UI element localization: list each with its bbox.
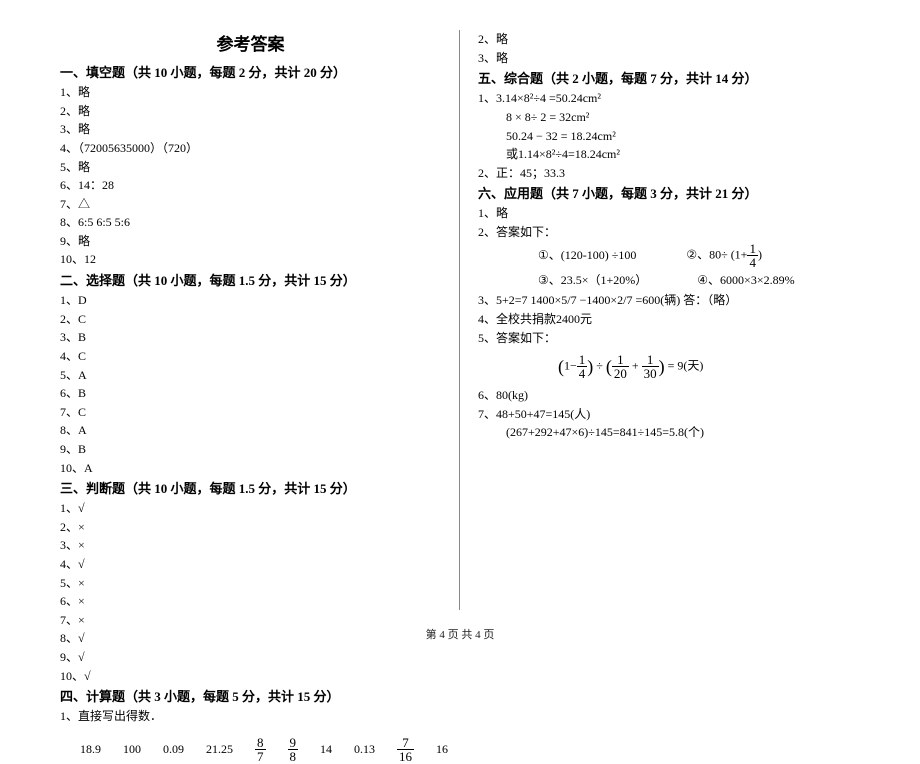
s6-i3: 3、5+2=7 1400×5/7 −1400×2/7 =600(辆) 答：（略） bbox=[478, 291, 860, 310]
page-title: 参考答案 bbox=[60, 30, 441, 55]
s4-val: 0.09 bbox=[163, 742, 184, 757]
s3-item: 9、√ bbox=[60, 648, 441, 667]
s4-val: 16 bbox=[436, 742, 448, 757]
eq-row-2: ③、23.5×（1+20%） ④、6000×3×2.89% bbox=[538, 269, 860, 292]
two-column-layout: 参考答案 一、填空题（共 10 小题，每题 2 分，共计 20 分） 1、略 2… bbox=[50, 30, 870, 610]
s4-values-row: 18.9 100 0.09 21.25 87 98 14 0.13 716 16 bbox=[60, 736, 441, 763]
s2-item: 10、A bbox=[60, 459, 441, 478]
s6-i2-lead: 2、答案如下： bbox=[478, 223, 860, 242]
s3-item: 4、√ bbox=[60, 555, 441, 574]
s3-item: 1、√ bbox=[60, 499, 441, 518]
section-2-head: 二、选择题（共 10 小题，每题 1.5 分，共计 15 分） bbox=[60, 271, 441, 291]
s6-i5-lead: 5、答案如下： bbox=[478, 329, 860, 348]
page: 参考答案 一、填空题（共 10 小题，每题 2 分，共计 20 分） 1、略 2… bbox=[0, 0, 920, 650]
section-3-head: 三、判断题（共 10 小题，每题 1.5 分，共计 15 分） bbox=[60, 479, 441, 499]
left-column: 参考答案 一、填空题（共 10 小题，每题 2 分，共计 20 分） 1、略 2… bbox=[50, 30, 460, 610]
s3-item: 3、× bbox=[60, 536, 441, 555]
s6-i7a: 7、48+50+47=145(人) bbox=[478, 405, 860, 424]
s2-item: 2、C bbox=[60, 310, 441, 329]
eq1b: ②、80÷ (1+14) bbox=[686, 242, 762, 269]
fraction: 14 bbox=[747, 242, 758, 269]
s5-item1-line: 或1.14×8²÷4=18.24cm² bbox=[478, 145, 860, 164]
eq1a: ①、(120-100) ÷100 bbox=[538, 244, 636, 267]
pre-item: 3、略 bbox=[478, 49, 860, 68]
s1-item: 2、略 bbox=[60, 102, 441, 121]
s4-lead: 1、直接写出得数． bbox=[60, 707, 441, 726]
s5-item1-lead: 1、3.14×8²÷4 =50.24cm² bbox=[478, 89, 860, 108]
s4-val-frac: 716 bbox=[397, 736, 414, 763]
s2-item: 6、B bbox=[60, 384, 441, 403]
s6-i2-equations: ①、(120-100) ÷100 ②、80÷ (1+14) ③、23.5×（1+… bbox=[478, 242, 860, 292]
s1-item: 8、6:5 6:5 5:6 bbox=[60, 213, 441, 232]
s4-val: 0.13 bbox=[354, 742, 375, 757]
s1-item: 5、略 bbox=[60, 158, 441, 177]
s6-i7b: (267+292+47×6)÷145=841÷145=5.8(个) bbox=[478, 423, 860, 442]
s4-val-frac: 87 bbox=[255, 736, 266, 763]
eq-row-1: ①、(120-100) ÷100 ②、80÷ (1+14) bbox=[538, 242, 860, 269]
section-4-head: 四、计算题（共 3 小题，每题 5 分，共计 15 分） bbox=[60, 687, 441, 707]
s2-item: 3、B bbox=[60, 328, 441, 347]
s6-i6: 6、80(kg) bbox=[478, 386, 860, 405]
s3-item: 5、× bbox=[60, 574, 441, 593]
s5-item2: 2、正：45；33.3 bbox=[478, 164, 860, 183]
right-column: 2、略 3、略 五、综合题（共 2 小题，每题 7 分，共计 14 分） 1、3… bbox=[460, 30, 870, 610]
s2-item: 4、C bbox=[60, 347, 441, 366]
spacer bbox=[60, 726, 441, 736]
s5-item1-line: 50.24 − 32 = 18.24cm² bbox=[478, 127, 860, 146]
s2-item: 9、B bbox=[60, 440, 441, 459]
s1-item: 10、12 bbox=[60, 250, 441, 269]
s1-item: 4、（72005635000）（720） bbox=[60, 139, 441, 158]
rparen-icon: ) bbox=[587, 356, 593, 376]
fraction: 14 bbox=[577, 353, 588, 380]
s1-item: 9、略 bbox=[60, 232, 441, 251]
fraction: 130 bbox=[642, 353, 659, 380]
s4-val: 100 bbox=[123, 742, 141, 757]
eq2b: ④、6000×3×2.89% bbox=[697, 269, 794, 292]
s2-item: 5、A bbox=[60, 366, 441, 385]
page-footer: 第 4 页 共 4 页 bbox=[0, 626, 920, 642]
s2-item: 1、D bbox=[60, 291, 441, 310]
s4-val: 14 bbox=[320, 742, 332, 757]
s4-val: 21.25 bbox=[206, 742, 233, 757]
rparen-icon: ) bbox=[659, 356, 665, 376]
eq2a: ③、23.5×（1+20%） bbox=[538, 269, 647, 292]
s3-item: 10、√ bbox=[60, 667, 441, 686]
section-1-head: 一、填空题（共 10 小题，每题 2 分，共计 20 分） bbox=[60, 63, 441, 83]
section-5-head: 五、综合题（共 2 小题，每题 7 分，共计 14 分） bbox=[478, 69, 860, 89]
s6-i4: 4、全校共捐款2400元 bbox=[478, 310, 860, 329]
s4-val-frac: 98 bbox=[288, 736, 299, 763]
s1-item: 1、略 bbox=[60, 83, 441, 102]
s6-i1: 1、略 bbox=[478, 204, 860, 223]
s1-item: 7、△ bbox=[60, 195, 441, 214]
s3-item: 2、× bbox=[60, 518, 441, 537]
s2-item: 8、A bbox=[60, 421, 441, 440]
fraction: 120 bbox=[612, 353, 629, 380]
s5-item1-line: 8 × 8÷ 2 = 32cm² bbox=[478, 108, 860, 127]
section-6-head: 六、应用题（共 7 小题，每题 3 分，共计 21 分） bbox=[478, 184, 860, 204]
s2-item: 7、C bbox=[60, 403, 441, 422]
s3-item: 6、× bbox=[60, 592, 441, 611]
s4-val: 18.9 bbox=[80, 742, 101, 757]
s6-i5-formula: (1−14) ÷ (120 + 130) = 9(天) bbox=[478, 353, 860, 380]
s1-item: 3、略 bbox=[60, 120, 441, 139]
pre-item: 2、略 bbox=[478, 30, 860, 49]
s1-item: 6、14：28 bbox=[60, 176, 441, 195]
